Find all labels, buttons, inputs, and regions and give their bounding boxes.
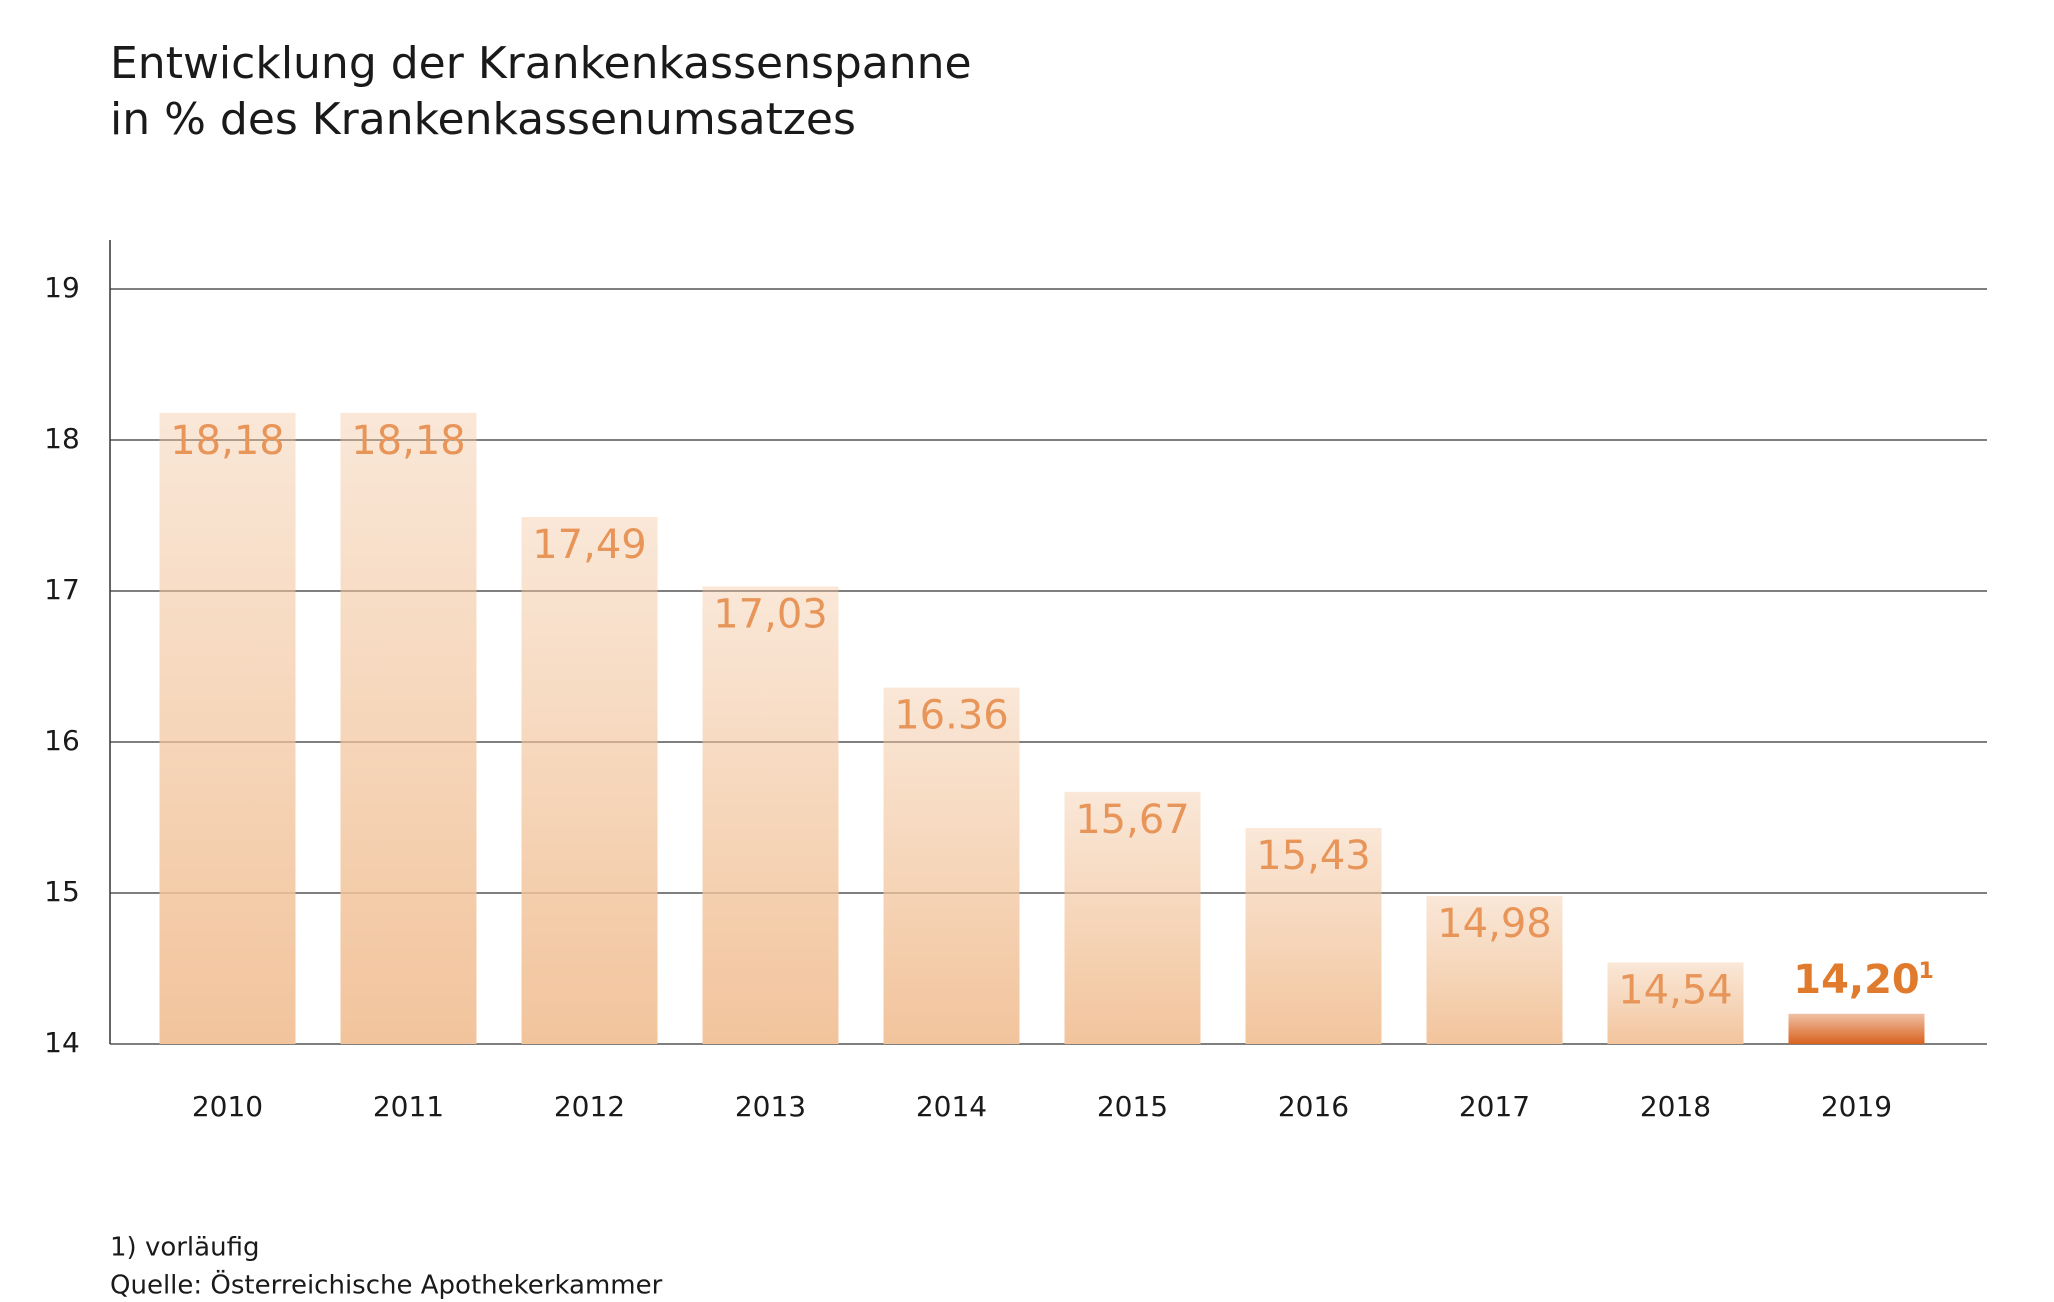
bar [1245,828,1382,1044]
value-label: 14,20 [1793,957,1920,1003]
footnote-marker: 1 [1919,959,1934,984]
value-label: 16.36 [894,693,1009,739]
bar [1064,791,1201,1044]
y-tick-label: 14 [44,1026,80,1059]
bar [702,586,839,1044]
x-tick-label: 2015 [1097,1090,1168,1123]
x-tick-label: 2013 [735,1090,806,1123]
y-tick-label: 18 [44,422,80,455]
x-tick-label: 2011 [373,1090,444,1123]
bar [1607,962,1744,1044]
value-label: 15,43 [1256,833,1371,879]
value-label: 14,54 [1618,967,1733,1013]
x-tick-label: 2019 [1821,1090,1892,1123]
value-label: 14,98 [1437,901,1552,947]
x-tick-label: 2017 [1459,1090,1530,1123]
y-tick-label: 17 [44,573,80,606]
footnote: Quelle: Österreichische Apothekerkammer [110,1269,663,1301]
value-label: 17,49 [532,522,647,568]
x-tick-label: 2010 [192,1090,263,1123]
value-label: 17,03 [713,591,828,637]
y-tick-label: 15 [44,875,80,908]
bar [1426,896,1563,1044]
x-tick-label: 2012 [554,1090,625,1123]
bar [159,412,296,1044]
bar [340,412,477,1044]
y-tick-label: 19 [44,271,80,304]
value-label: 18,18 [351,418,466,464]
x-tick-label: 2018 [1640,1090,1711,1123]
y-tick-label: 16 [44,724,80,757]
chart-title: Entwicklung der Krankenkassenspanne [110,38,972,89]
bar [883,687,1020,1044]
footnote: 1) vorläufig [110,1233,259,1263]
bar [521,517,658,1044]
x-tick-label: 2016 [1278,1090,1349,1123]
bar [1788,1013,1925,1044]
value-label: 15,67 [1075,797,1190,843]
value-label: 18,18 [170,418,285,464]
chart-title: in % des Krankenkassenumsatzes [110,94,856,145]
x-tick-label: 2014 [916,1090,987,1123]
